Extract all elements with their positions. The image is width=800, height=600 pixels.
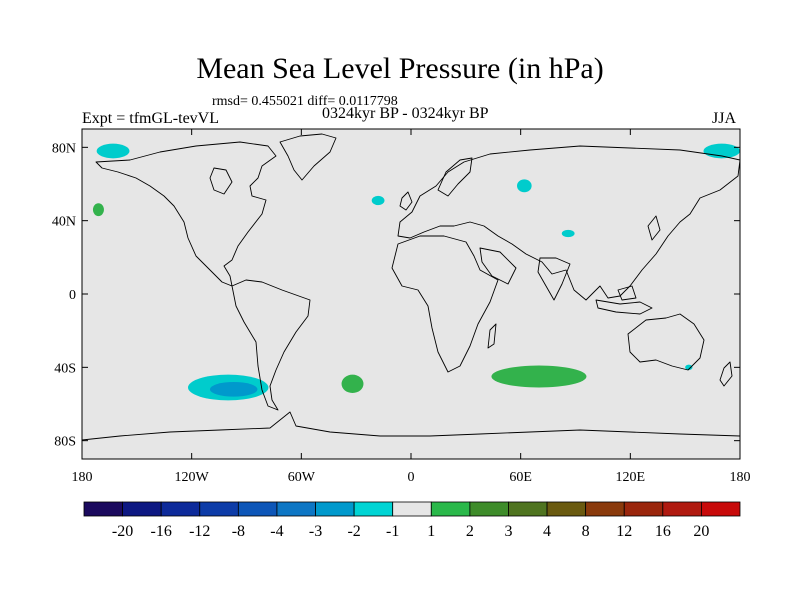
colorbar-label: -8 (232, 523, 245, 540)
colorbar-label: -3 (309, 523, 322, 540)
coastline-australia (627, 313, 705, 371)
lon-tick-label: 0 (408, 470, 415, 485)
experiment-label: Expt = tfmGL-tevVL (82, 110, 219, 127)
page-title: Mean Sea Level Pressure (in hPa) (196, 52, 604, 85)
anomaly-region-2 (92, 203, 104, 217)
anomaly-region-5 (561, 229, 575, 238)
coastline-borneo (617, 285, 637, 301)
anomaly-region-4 (517, 179, 532, 193)
colorbar-swatch (508, 501, 548, 517)
coastline-greenland (279, 133, 337, 181)
colorbar-swatch (623, 501, 664, 517)
lon-tick-label: 180 (72, 470, 93, 485)
colorbar-label: -1 (386, 523, 399, 540)
colorbar-swatch (392, 501, 432, 517)
coastline-scandinavia (437, 157, 473, 197)
coastline-hudson-bay (209, 167, 233, 195)
colorbar-swatch (585, 501, 625, 517)
colorbar-swatch (122, 501, 162, 517)
coastline-antarctica (82, 411, 740, 441)
colorbar-label: -16 (151, 523, 172, 540)
coastline-south-america (231, 279, 311, 411)
coastline-north-america (95, 141, 277, 287)
colorbar-swatch (353, 501, 394, 517)
coastline-india (537, 257, 571, 301)
map-background (82, 129, 740, 459)
lon-tick-label: 120E (616, 470, 646, 485)
coastline-eurasia (397, 145, 740, 301)
colorbar-label: 4 (543, 523, 551, 540)
colorbar-label: -4 (270, 523, 283, 540)
colorbar-swatch (237, 501, 278, 517)
anomaly-region-8 (341, 374, 364, 394)
colorbar-label: -20 (112, 523, 133, 540)
colorbar-swatch (701, 501, 741, 517)
lon-tick-label: 180 (730, 470, 751, 485)
lon-tick-label: 60E (509, 470, 532, 485)
colorbar-swatch (430, 501, 471, 517)
latitude-axis: 80N 40N 0 40S 80S (52, 141, 740, 450)
coastline-japan (647, 215, 661, 241)
lat-tick-label: 40S (54, 361, 76, 376)
period-label: 0324kyr BP - 0324kyr BP (322, 105, 489, 122)
season-label: JJA (712, 110, 737, 127)
colorbar-swatch (160, 501, 201, 517)
anomaly-region-10 (685, 364, 693, 371)
colorbar-label: -2 (347, 523, 360, 540)
colorbar-label: 20 (693, 523, 709, 540)
colorbar-label: 8 (582, 523, 590, 540)
lon-tick-label: 120W (175, 470, 210, 485)
lon-tick-label: 60W (288, 470, 316, 485)
coastline-british-isles (399, 191, 413, 211)
coastline-madagascar (487, 323, 497, 349)
colorbar-swatch (662, 501, 702, 517)
colorbar-swatch (546, 501, 587, 517)
colorbar-swatch (199, 501, 239, 517)
anomaly-region-3 (371, 195, 385, 206)
coastline-new-zealand (719, 361, 733, 387)
stats-subtitle: rmsd= 0.455021 diff= 0.0117798 (212, 94, 398, 109)
colorbar-label: 2 (466, 523, 474, 540)
lat-tick-label: 80N (52, 141, 76, 156)
anomaly-region-9 (491, 365, 587, 388)
colorbar-swatch (469, 501, 509, 517)
colorbar: -20 -16 -12 -8 -4 -3 -2 -1 1 2 3 4 8 12 16 20 (83, 501, 741, 540)
longitude-axis: 180 120W 60W 0 60E 120E 180 (72, 129, 751, 485)
colorbar-swatch (276, 501, 316, 517)
colorbar-swatch (83, 501, 123, 517)
anomaly-region-7 (209, 382, 258, 397)
colorbar-label: 1 (427, 523, 435, 540)
coastline-africa (391, 235, 499, 373)
colorbar-swatch (315, 501, 355, 517)
coastline-indonesia (595, 299, 653, 315)
colorbar-label: 3 (504, 523, 512, 540)
colorbar-label: -12 (189, 523, 210, 540)
lat-tick-label: 0 (69, 288, 76, 303)
coastline-arabia (479, 247, 517, 285)
anomaly-region-0 (96, 143, 130, 159)
coastlines (82, 133, 740, 441)
colorbar-label: 12 (616, 523, 632, 540)
lat-tick-label: 40N (52, 215, 76, 230)
colorbar-label: 16 (655, 523, 671, 540)
lat-tick-label: 80S (54, 435, 76, 450)
